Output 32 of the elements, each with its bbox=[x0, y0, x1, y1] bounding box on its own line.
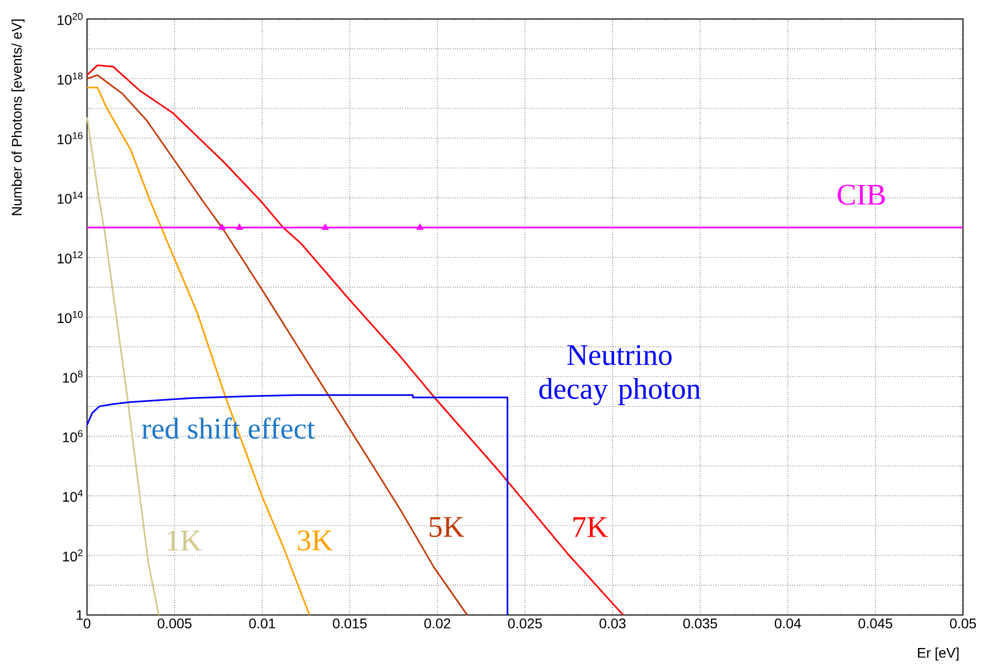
y-tick-label: 10$^{20}$ bbox=[58, 12, 83, 26]
x-tick-label: 0.03 bbox=[600, 618, 626, 628]
series-label: 1K bbox=[168, 530, 202, 550]
x-tick-label: 0.02 bbox=[424, 618, 450, 628]
x-tick-label: 0.045 bbox=[858, 618, 892, 628]
y-tick-label: 10$^{4}$ bbox=[63, 490, 83, 502]
y-tick-label: 10$^{14}$ bbox=[58, 192, 83, 204]
series-label: 3K bbox=[298, 530, 333, 551]
y-tick-label: 10$^{12}$ bbox=[58, 251, 82, 264]
x-tick-label: 0.005 bbox=[158, 618, 192, 628]
y-tick-label: 10$^{6}$ bbox=[63, 430, 83, 442]
y-tick-label: 10$^{2}$ bbox=[63, 549, 82, 562]
x-tick-label: 0.01 bbox=[249, 618, 276, 628]
x-tick-label: 0.035 bbox=[683, 618, 718, 628]
y-tick-label: 10$^{18}$ bbox=[58, 72, 83, 85]
series-label: 7K bbox=[574, 517, 608, 537]
series-label: Neutrino decay photon bbox=[539, 345, 701, 406]
x-tick-label: 0 bbox=[84, 618, 90, 628]
series-label: 5K bbox=[430, 517, 464, 538]
x-tick-label: 0.05 bbox=[950, 618, 976, 628]
x-tick-label: 0.025 bbox=[508, 618, 542, 628]
y-tick-label: 10$^{16}$ bbox=[58, 132, 83, 144]
y-axis-title: Number of Photons [events/ eV] bbox=[12, 20, 25, 216]
x-axis-title: Er [eV] bbox=[918, 648, 958, 661]
y-tick-label: 1 bbox=[76, 610, 83, 620]
x-tick-label: 0.04 bbox=[774, 618, 801, 628]
line-series bbox=[86, 394, 508, 616]
x-tick-label: 0.015 bbox=[332, 618, 367, 628]
series-label: CIB bbox=[838, 184, 885, 205]
y-tick-label: 10$^{8}$ bbox=[63, 370, 83, 383]
line-series bbox=[86, 74, 468, 616]
y-tick-label: 10$^{10}$ bbox=[58, 310, 83, 324]
